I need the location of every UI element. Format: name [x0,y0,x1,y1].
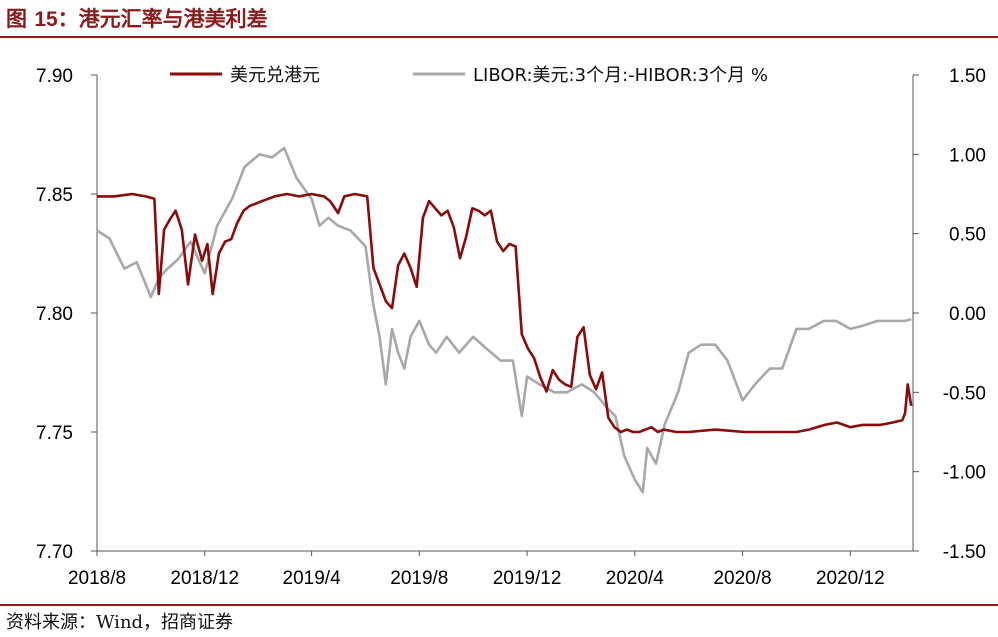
x-tick-label: 2020/4 [606,568,665,589]
series-line-libor-hibor-spread [96,146,912,494]
y-left-tick-label: 7.85 [36,185,73,206]
figure-source: 资料来源：Wind，招商证券 [6,612,234,633]
x-axis: 2018/8 2018/12 2019/4 2019/8 2019/12 2020/4 20… [68,550,913,589]
x-tick-label: 2019/4 [283,568,342,589]
y-right-tick-label: -1.50 [943,542,986,563]
y-left-axis: 7.70 7.75 7.80 7.85 7.90 [36,66,98,563]
y-left-tick-label: 7.70 [36,542,73,563]
y-right-tick-label: -1.00 [943,463,986,484]
y-left-tick-label: 7.75 [36,423,73,444]
x-tick-label: 2019/12 [493,568,562,589]
y-right-tick-label: 0.50 [949,225,986,246]
x-tick-label: 2020/12 [816,568,885,589]
y-left-tick-label: 7.90 [36,66,73,87]
legend: 美元兑港元 LIBOR:美元:3个月:-HIBOR:3个月 % [170,65,768,86]
y-right-tick-label: 1.00 [949,145,986,166]
y-right-tick-label: -0.50 [943,383,986,404]
figure-number: 15 [34,8,58,31]
x-tick-label: 2018/8 [68,568,126,589]
y-right-axis: -1.50 -1.00 -0.50 0.00 0.50 1.00 1.50 [912,66,986,563]
figure-prefix: 图 [6,6,35,31]
x-tick-label: 2018/12 [170,568,239,589]
legend-label-libor-hibor-spread: LIBOR:美元:3个月:-HIBOR:3个月 % [473,65,768,86]
y-right-tick-label: 0.00 [949,304,986,325]
source-divider [0,604,998,606]
figure-title-text: ：港元汇率与港美利差 [57,6,268,31]
y-left-tick-label: 7.80 [36,304,73,325]
chart: 2018/8 2018/12 2019/4 2019/8 2019/12 2020/4 20… [36,65,986,589]
x-tick-label: 2020/8 [713,568,771,589]
y-right-tick-label: 1.50 [949,66,986,87]
figure-title: 图 15：港元汇率与港美利差 [6,3,268,33]
legend-label-usd-hkd: 美元兑港元 [230,65,320,86]
series-line-usd-hkd [97,192,913,434]
x-tick-label: 2019/8 [390,568,448,589]
title-divider [0,36,998,38]
series-layer [96,146,913,494]
